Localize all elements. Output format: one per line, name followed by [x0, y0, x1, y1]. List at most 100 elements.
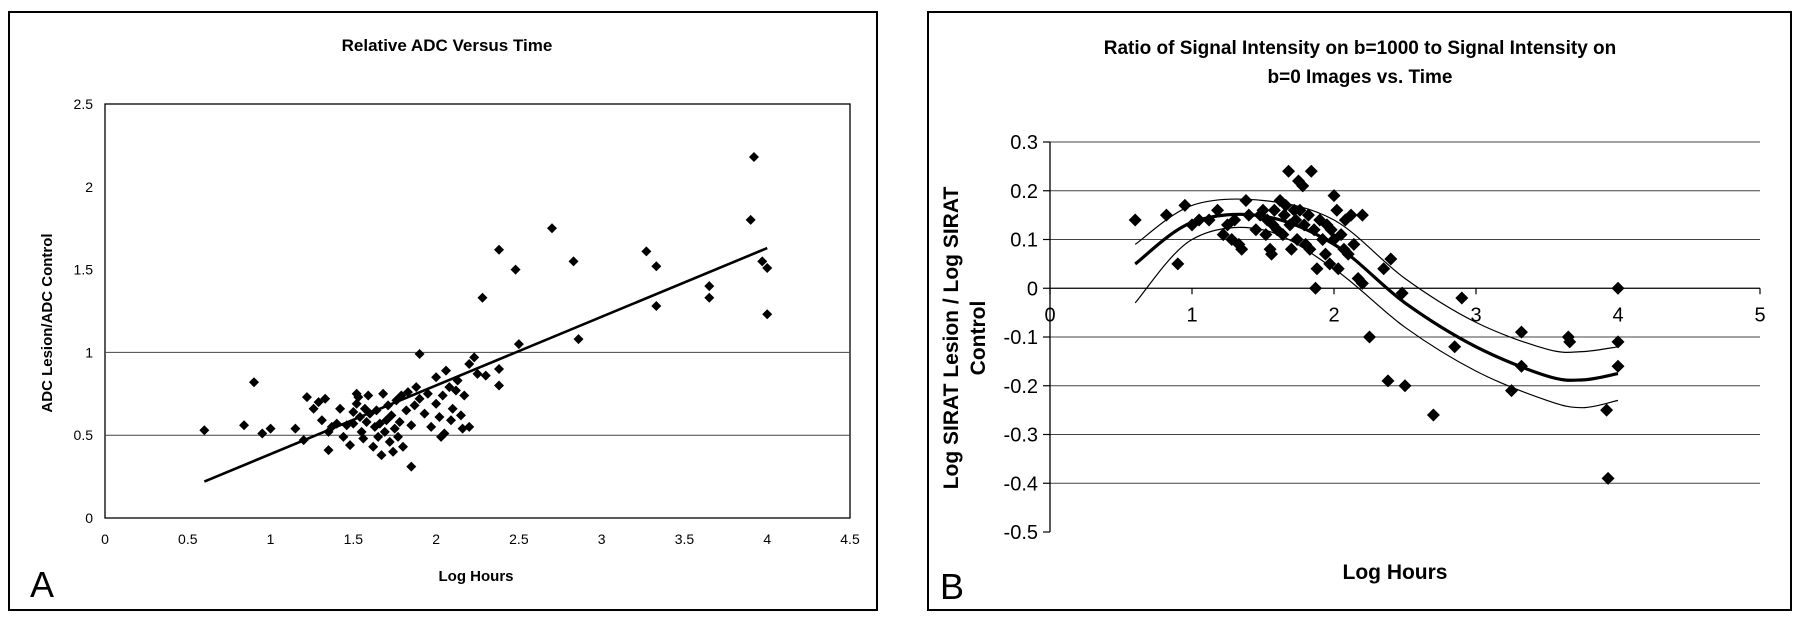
panel-a-data-point [331, 418, 342, 429]
panel-a-data-point [494, 363, 505, 374]
panel-b-x-tick-label: 0 [1044, 304, 1055, 326]
panel-b-data-point [1384, 252, 1398, 266]
panel-b-data-point [1277, 208, 1291, 222]
panel-a-data-point [641, 246, 652, 257]
panel-a-y-tick-label: 1 [85, 344, 93, 360]
panel-a-data-point [249, 377, 259, 388]
panel-a-data-point [239, 420, 250, 431]
panel-b-data-point [1563, 335, 1577, 349]
panel-a-data-point [437, 390, 448, 401]
panel-b-data-point [1601, 471, 1615, 485]
panel-b-data-point [1611, 335, 1625, 349]
panel-a-data-point [419, 408, 430, 419]
panel-a-data-point [358, 433, 369, 444]
panel-b-y-axis-label-line1: Log SIRAT Lesion / Log SIRAT [940, 187, 963, 490]
panel-a-title: Relative ADC Versus Time [342, 36, 553, 55]
panel-a-x-tick-label: 0.5 [178, 531, 198, 547]
panel-b-data-point [1344, 208, 1358, 222]
panel-a-data-point [363, 390, 374, 401]
panel-a-x-tick-label: 4.5 [840, 531, 860, 547]
panel-b-data-point [1235, 242, 1249, 256]
panel-a-y-tick-label: 1.5 [74, 262, 94, 278]
panel-a-data-point [745, 214, 756, 225]
panel-b-data-point [1171, 257, 1185, 271]
panel-a-data-point [480, 370, 491, 381]
panel-b-data-point [1330, 203, 1344, 217]
panel-a-data-point [338, 431, 349, 442]
panel-a-data-point [439, 428, 450, 439]
panel-b-data-point [1377, 262, 1391, 276]
panel-b-data-point [1276, 228, 1290, 242]
panel-a-data-point [494, 244, 505, 255]
panel-b-data-point [1290, 233, 1304, 246]
panel-b-data-point [1600, 403, 1614, 417]
panel-a-data-point [704, 281, 715, 292]
panel-a-x-tick-label: 3.5 [675, 531, 695, 547]
panel-a-data-point [316, 415, 327, 426]
panel-b-data-point [1282, 164, 1296, 178]
panel-a-data-point [651, 261, 662, 272]
panel-a-plot-area: 0 0.5 1 1.5 2 2.5 3 3.5 4 4.5 0 0.5 1 1.5 2 2.5 [74, 96, 860, 547]
panel-a-data-point [762, 309, 773, 320]
panel-a-data-point [447, 403, 458, 414]
panel-b-data-point [1289, 213, 1303, 227]
panel-a-data-point [199, 425, 210, 436]
panel-b-data-point [1355, 276, 1369, 290]
panel-a-data-point [371, 405, 382, 416]
panel-a-data-point [298, 435, 309, 446]
panel-a-data-point [414, 393, 425, 404]
panel-a-data-point [464, 358, 475, 369]
panel-b-label: B [940, 566, 964, 607]
panel-a-data-point [368, 441, 379, 452]
panel-a-data-point [431, 398, 442, 409]
panel-b-y-tick-label: -0.4 [1004, 473, 1038, 495]
panel-b-y-axis-label-line2: Control [967, 301, 990, 376]
panel-b-data-point [1284, 242, 1298, 256]
panel-a-label: A [30, 564, 54, 605]
panel-b-y-tick-label: -0.2 [1004, 376, 1038, 398]
panel-b-data-point [1448, 340, 1462, 354]
panel-b-data-point [1307, 223, 1321, 237]
panel-b-data-point [1395, 286, 1409, 300]
panel-b-data-point [1324, 223, 1338, 237]
panel-a-x-tick-label: 1.5 [344, 531, 364, 547]
panel-b-y-tick-label: 0.3 [1010, 132, 1038, 154]
panel-a-data-point [373, 431, 384, 442]
panel-a-data-point [459, 390, 470, 401]
panel-b-y-tick-label: 0.2 [1010, 181, 1038, 203]
panel-b-data-point [1611, 359, 1625, 373]
panel-a-data-point [450, 385, 461, 396]
panel-a-data-point [265, 423, 276, 434]
panel-b-data-point [1323, 257, 1337, 271]
panel-b-data-point [1259, 228, 1273, 242]
panel-a-data-point [414, 349, 425, 360]
panel-a-data-point [762, 262, 773, 273]
panel-b-data-point [1331, 262, 1345, 276]
panel-b-y-tick-label: 0 [1027, 278, 1038, 300]
panel-b-title-line1: Ratio of Signal Intensity on b=1000 to S… [1104, 38, 1617, 59]
panel-b-data-point [1303, 242, 1317, 256]
panel-a-data-point [354, 411, 365, 422]
panel-a-data-point [441, 365, 452, 376]
panel-b-frame [927, 11, 1792, 611]
panel-a-x-tick-label: 3 [598, 531, 606, 547]
panel-a-data-point [345, 440, 356, 451]
panel-a-data-point [757, 256, 768, 267]
panel-b-data-point [1228, 213, 1242, 227]
panel-b-x-tick-label: 4 [1612, 304, 1623, 326]
panel-b-data-point [1267, 203, 1281, 217]
panel-b-data-point [1297, 218, 1311, 232]
panel-a-data-point [384, 436, 395, 447]
panel-a-data-point [386, 410, 397, 421]
panel-a-y-axis-label: ADC Lesion/ADC Control [39, 233, 56, 412]
panel-a-data-point [434, 411, 445, 422]
panel-b-data-point [1309, 281, 1323, 295]
panel-a-data-point [469, 352, 480, 363]
panel-a-data-point [393, 431, 404, 442]
panel-a-data-point [704, 292, 715, 303]
panel-a-trend-line [203, 246, 768, 483]
panel-b-data-point [1301, 208, 1315, 222]
panel-b-x-axis-label: Log Hours [1343, 561, 1448, 584]
panel-b-data-point [1398, 379, 1412, 393]
panel-a-plot-frame [104, 103, 851, 519]
